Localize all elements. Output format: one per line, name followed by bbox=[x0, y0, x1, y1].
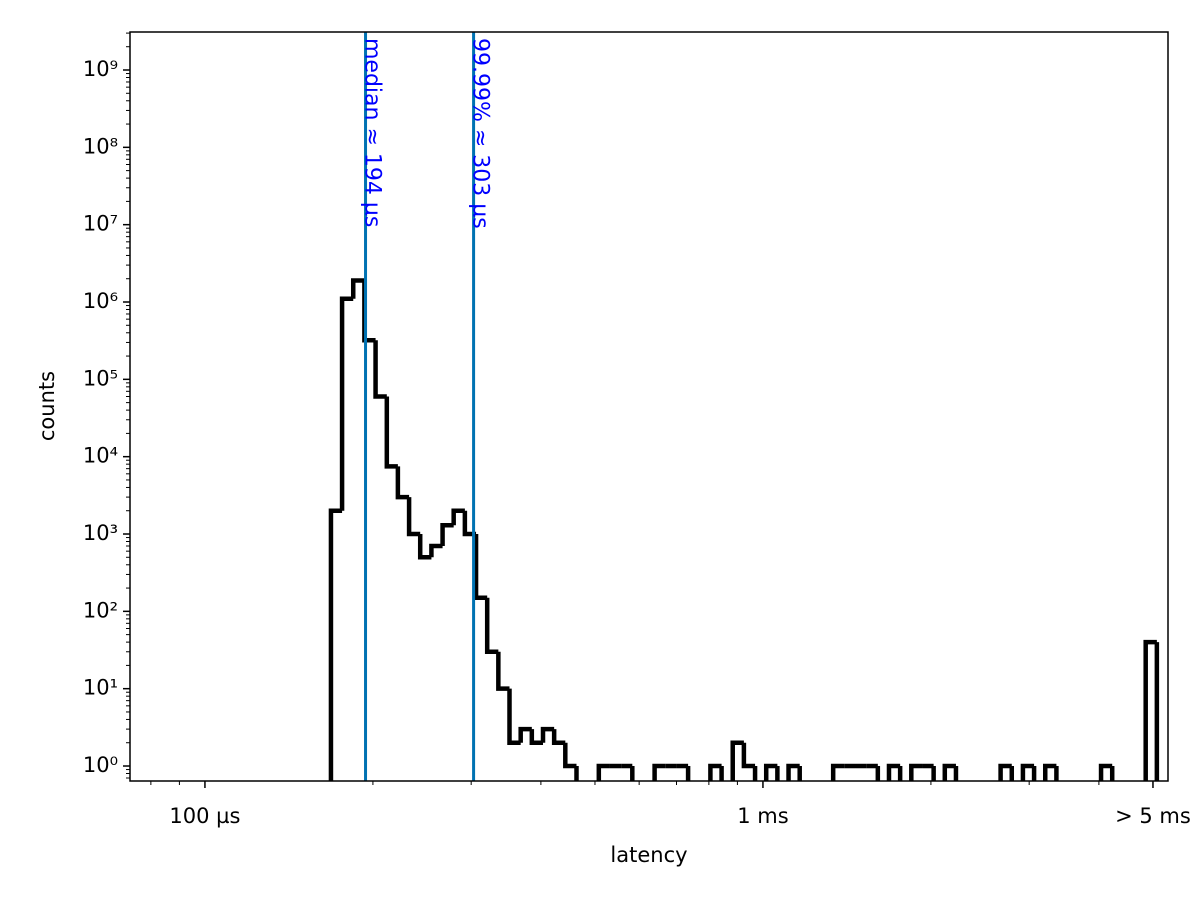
x-tick-label: > 5 ms bbox=[1115, 804, 1191, 828]
histogram-step bbox=[730, 740, 744, 781]
histogram-step bbox=[551, 729, 566, 745]
histogram-step bbox=[886, 763, 901, 781]
histogram-step bbox=[763, 763, 778, 781]
histogram-step bbox=[563, 742, 577, 769]
histogram-step bbox=[685, 766, 691, 781]
y-tick-label: 10¹ bbox=[83, 676, 118, 700]
y-tick-label: 10⁴ bbox=[83, 444, 118, 468]
reference-label: 99.99% ≈ 303 µs bbox=[468, 38, 493, 229]
histogram-step bbox=[429, 543, 443, 558]
histogram-step bbox=[797, 766, 802, 781]
histogram-step bbox=[395, 466, 410, 500]
histogram-step bbox=[540, 726, 555, 743]
y-axis-label: counts bbox=[35, 371, 59, 441]
histogram-step bbox=[775, 766, 780, 781]
histogram-step bbox=[719, 766, 724, 781]
histogram-step bbox=[741, 742, 756, 769]
histogram-step bbox=[440, 522, 454, 546]
plot-area bbox=[328, 32, 1160, 781]
x-axis-label: latency bbox=[610, 843, 687, 867]
histogram-step bbox=[1109, 766, 1115, 781]
histogram-step bbox=[507, 688, 521, 745]
histogram-step bbox=[931, 766, 936, 781]
histogram-step bbox=[953, 766, 959, 781]
histogram-step bbox=[496, 651, 510, 691]
histogram-step bbox=[518, 726, 532, 743]
y-tick-label: 10⁵ bbox=[83, 366, 118, 390]
histogram-step bbox=[373, 340, 387, 399]
histogram-step bbox=[1009, 766, 1015, 781]
histogram-step bbox=[1098, 763, 1113, 781]
reference-label: median ≈ 194 µs bbox=[360, 38, 385, 227]
histogram-step bbox=[451, 508, 465, 526]
histogram-step bbox=[909, 763, 923, 781]
histogram-step bbox=[484, 597, 499, 655]
histogram-step bbox=[708, 763, 722, 781]
histogram-step bbox=[350, 278, 365, 299]
histogram-step bbox=[786, 763, 800, 781]
histogram-step bbox=[830, 763, 845, 781]
histogram-step bbox=[406, 497, 421, 537]
y-tick-label: 10³ bbox=[83, 521, 118, 545]
y-tick-label: 10² bbox=[83, 598, 118, 622]
histogram-step bbox=[652, 763, 666, 781]
histogram-step bbox=[1020, 763, 1035, 781]
histogram-step bbox=[998, 763, 1012, 781]
x-tick-label: 100 µs bbox=[169, 804, 240, 828]
histogram-step bbox=[596, 763, 610, 781]
histogram-step bbox=[417, 534, 432, 560]
histogram-step bbox=[328, 508, 343, 781]
histogram-step bbox=[897, 766, 903, 781]
histogram-step bbox=[1031, 766, 1037, 781]
histogram-step bbox=[1054, 766, 1059, 781]
x-tick-label: 1 ms bbox=[737, 804, 788, 828]
histogram-step bbox=[1143, 639, 1157, 781]
histogram-step bbox=[574, 766, 579, 781]
plot-frame bbox=[129, 31, 1169, 782]
y-tick-label: 10⁶ bbox=[83, 289, 118, 313]
histogram-step bbox=[384, 396, 398, 469]
y-tick-label: 10⁸ bbox=[83, 134, 118, 158]
histogram-step bbox=[1043, 763, 1057, 781]
y-tick-label: 10⁷ bbox=[83, 212, 118, 236]
histogram-step bbox=[942, 763, 956, 781]
histogram-step bbox=[529, 729, 544, 745]
y-tick-label: 10⁹ bbox=[83, 57, 118, 81]
histogram-step bbox=[875, 766, 881, 781]
histogram-step bbox=[630, 766, 635, 781]
histogram-step bbox=[339, 296, 354, 511]
histogram-step bbox=[473, 534, 488, 600]
histogram-step bbox=[752, 766, 758, 781]
y-tick-label: 10⁰ bbox=[83, 753, 118, 777]
